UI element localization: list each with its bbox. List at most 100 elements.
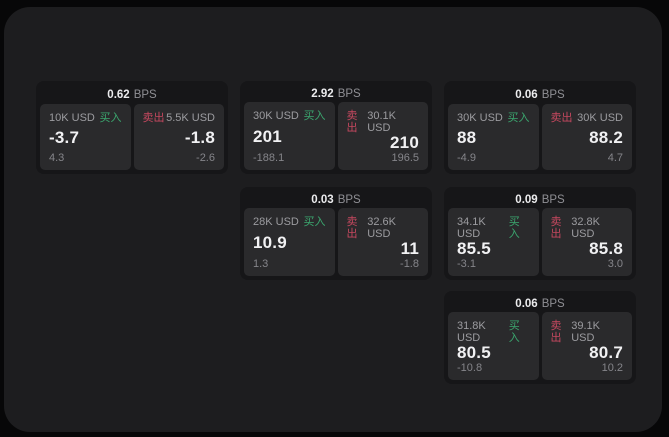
sell-tile-top: 卖出 30K USD [551, 112, 624, 124]
sell-size-label: 30K USD [577, 112, 623, 124]
sell-price: 88.2 [589, 128, 623, 147]
buy-tile-top: 28K USD 买入 [253, 216, 326, 228]
card-body: 30K USD 买入 201 -188.1 卖出 30.1K USD 210 1… [244, 102, 428, 170]
sell-size-label: 5.5K USD [166, 112, 215, 124]
sell-tag: 卖出 [142, 112, 165, 124]
sell-size-label: 32.8K USD [571, 216, 600, 240]
buy-price: 88 [457, 128, 477, 147]
buy-tag: 买入 [508, 216, 520, 240]
sell-tile[interactable]: 卖出 30.1K USD 210 196.5 [337, 102, 428, 170]
buy-price: 10.9 [253, 233, 287, 252]
sell-delta: 4.7 [607, 152, 623, 164]
sell-delta: 10.2 [601, 362, 623, 374]
sell-tile-top: 卖出 32.6K USD [347, 216, 420, 240]
card-header: 0.03 BPS [244, 191, 428, 208]
card-body: 28K USD 买入 10.9 1.3 卖出 32.6K USD 11 -1.8 [244, 208, 428, 276]
bps-unit-label: BPS [337, 87, 361, 100]
bps-value: 0.06 [515, 297, 538, 310]
sell-tile-top: 卖出 30.1K USD [347, 110, 420, 134]
buy-delta: 1.3 [253, 258, 269, 270]
buy-size-label: 34.1K USD [457, 216, 486, 240]
sell-size-label: 30.1K USD [367, 110, 396, 134]
bps-unit-label: BPS [133, 88, 157, 101]
sell-tile-top: 卖出 5.5K USD [143, 112, 216, 124]
sell-delta: -2.6 [196, 152, 215, 164]
buy-delta: -4.9 [457, 152, 476, 164]
buy-tile-top: 30K USD 买入 [253, 110, 326, 122]
buy-tag: 买入 [303, 110, 326, 122]
sell-delta: -1.8 [400, 258, 419, 270]
buy-price: 85.5 [457, 239, 491, 258]
sell-price: 210 [390, 133, 419, 152]
quote-card: 0.06 BPS 30K USD 买入 88 -4.9 卖出 30K USD 8… [444, 81, 636, 174]
sell-tag: 卖出 [550, 320, 562, 344]
card-header: 0.06 BPS [448, 295, 632, 312]
sell-tile[interactable]: 卖出 39.1K USD 80.7 10.2 [541, 312, 632, 380]
quote-card: 2.92 BPS 30K USD 买入 201 -188.1 卖出 30.1K … [240, 81, 432, 174]
sell-size-label: 39.1K USD [571, 320, 600, 344]
sell-tag: 卖出 [550, 112, 573, 124]
buy-tile[interactable]: 30K USD 买入 88 -4.9 [448, 104, 539, 170]
sell-tile[interactable]: 卖出 32.8K USD 85.8 3.0 [541, 208, 632, 276]
buy-tile[interactable]: 10K USD 买入 -3.7 4.3 [40, 104, 131, 170]
card-header: 0.09 BPS [448, 191, 632, 208]
bps-value: 0.03 [311, 193, 334, 206]
quote-card: 0.03 BPS 28K USD 买入 10.9 1.3 卖出 32.6K US… [240, 187, 432, 280]
card-body: 10K USD 买入 -3.7 4.3 卖出 5.5K USD -1.8 -2.… [40, 104, 224, 170]
card-header: 0.06 BPS [448, 85, 632, 104]
buy-tile-top: 34.1K USD 买入 [457, 216, 530, 240]
bps-unit-label: BPS [337, 193, 361, 206]
card-header: 2.92 BPS [244, 85, 428, 102]
buy-delta: 4.3 [49, 152, 65, 164]
buy-size-label: 30K USD [457, 112, 503, 124]
buy-tag: 买入 [507, 112, 530, 124]
sell-price: 80.7 [589, 343, 623, 362]
buy-size-label: 31.8K USD [457, 320, 486, 344]
sell-tag: 卖出 [346, 216, 358, 240]
sell-price: 11 [400, 239, 419, 258]
sell-delta: 196.5 [391, 152, 419, 164]
sell-tile-top: 卖出 32.8K USD [551, 216, 624, 240]
buy-tile[interactable]: 30K USD 买入 201 -188.1 [244, 102, 335, 170]
buy-tile[interactable]: 28K USD 买入 10.9 1.3 [244, 208, 335, 276]
bps-unit-label: BPS [541, 193, 565, 206]
sell-price: -1.8 [184, 128, 215, 147]
card-body: 30K USD 买入 88 -4.9 卖出 30K USD 88.2 4.7 [448, 104, 632, 170]
quote-card: 0.62 BPS 10K USD 买入 -3.7 4.3 卖出 5.5K USD… [36, 81, 228, 174]
buy-tag: 买入 [508, 320, 520, 344]
buy-tile-top: 10K USD 买入 [49, 112, 122, 124]
buy-size-label: 30K USD [253, 110, 299, 122]
sell-tag: 卖出 [550, 216, 562, 240]
buy-tag: 买入 [303, 216, 326, 228]
sell-tag: 卖出 [346, 110, 358, 134]
card-body: 34.1K USD 买入 85.5 -3.1 卖出 32.8K USD 85.8… [448, 208, 632, 276]
sell-tile[interactable]: 卖出 30K USD 88.2 4.7 [541, 104, 632, 170]
bps-value: 0.62 [107, 88, 130, 101]
sell-tile[interactable]: 卖出 32.6K USD 11 -1.8 [337, 208, 428, 276]
sell-size-label: 32.6K USD [367, 216, 396, 240]
buy-tag: 买入 [99, 112, 122, 124]
buy-tile-top: 31.8K USD 买入 [457, 320, 530, 344]
buy-price: -3.7 [49, 128, 80, 147]
quote-card: 0.06 BPS 31.8K USD 买入 80.5 -10.8 卖出 39.1… [444, 291, 636, 384]
buy-delta: -10.8 [457, 362, 483, 374]
buy-size-label: 10K USD [49, 112, 95, 124]
buy-size-label: 28K USD [253, 216, 299, 228]
sell-tile-top: 卖出 39.1K USD [551, 320, 624, 344]
card-body: 31.8K USD 买入 80.5 -10.8 卖出 39.1K USD 80.… [448, 312, 632, 380]
sell-tile[interactable]: 卖出 5.5K USD -1.8 -2.6 [133, 104, 224, 170]
buy-delta: -188.1 [253, 152, 285, 164]
buy-tile[interactable]: 34.1K USD 买入 85.5 -3.1 [448, 208, 539, 276]
buy-price: 80.5 [457, 343, 491, 362]
bps-value: 0.06 [515, 88, 538, 101]
sell-price: 85.8 [589, 239, 623, 258]
card-header: 0.62 BPS [40, 85, 224, 104]
buy-tile[interactable]: 31.8K USD 买入 80.5 -10.8 [448, 312, 539, 380]
bps-value: 2.92 [311, 87, 334, 100]
bps-value: 0.09 [515, 193, 538, 206]
quote-card: 0.09 BPS 34.1K USD 买入 85.5 -3.1 卖出 32.8K… [444, 187, 636, 280]
bps-unit-label: BPS [541, 297, 565, 310]
sell-delta: 3.0 [607, 258, 623, 270]
buy-price: 201 [253, 127, 282, 146]
